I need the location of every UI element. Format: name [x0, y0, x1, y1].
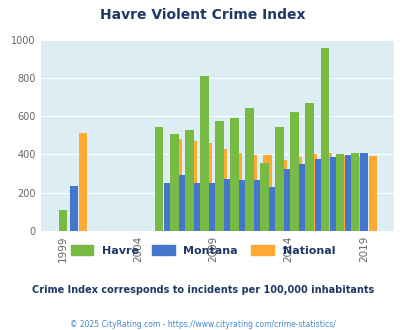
Bar — [284, 169, 292, 231]
Bar — [78, 133, 87, 231]
Bar — [200, 76, 208, 231]
Bar — [260, 163, 268, 231]
Bar — [59, 210, 67, 231]
Bar — [218, 149, 226, 231]
Bar — [320, 48, 328, 231]
Bar — [338, 156, 346, 231]
Bar — [329, 157, 337, 231]
Bar — [308, 154, 316, 231]
Bar — [69, 186, 78, 231]
Bar — [335, 154, 343, 231]
Bar — [350, 153, 358, 231]
Bar — [293, 157, 301, 231]
Bar — [233, 153, 241, 231]
Bar — [170, 134, 178, 231]
Bar — [323, 153, 331, 231]
Text: © 2025 CityRating.com - https://www.cityrating.com/crime-statistics/: © 2025 CityRating.com - https://www.city… — [70, 320, 335, 329]
Bar — [269, 187, 277, 231]
Bar — [155, 127, 163, 231]
Bar — [254, 180, 262, 231]
Bar — [203, 143, 211, 231]
Bar — [368, 156, 376, 231]
Bar — [164, 183, 172, 231]
Bar — [209, 183, 217, 231]
Bar — [245, 108, 253, 231]
Bar — [215, 121, 223, 231]
Bar — [278, 160, 286, 231]
Legend: Havre, Montana, National: Havre, Montana, National — [66, 241, 339, 260]
Bar — [299, 164, 307, 231]
Bar — [344, 155, 352, 231]
Bar — [224, 179, 232, 231]
Bar — [248, 155, 256, 231]
Bar — [179, 175, 187, 231]
Bar — [194, 183, 202, 231]
Bar — [263, 155, 271, 231]
Text: Havre Violent Crime Index: Havre Violent Crime Index — [100, 8, 305, 22]
Bar — [239, 180, 247, 231]
Bar — [230, 118, 238, 231]
Text: Crime Index corresponds to incidents per 100,000 inhabitants: Crime Index corresponds to incidents per… — [32, 285, 373, 295]
Bar — [353, 157, 361, 231]
Bar — [359, 153, 367, 231]
Bar — [188, 141, 196, 231]
Bar — [275, 127, 283, 231]
Bar — [290, 112, 298, 231]
Bar — [305, 103, 313, 231]
Bar — [173, 139, 181, 231]
Bar — [314, 159, 322, 231]
Bar — [185, 130, 193, 231]
